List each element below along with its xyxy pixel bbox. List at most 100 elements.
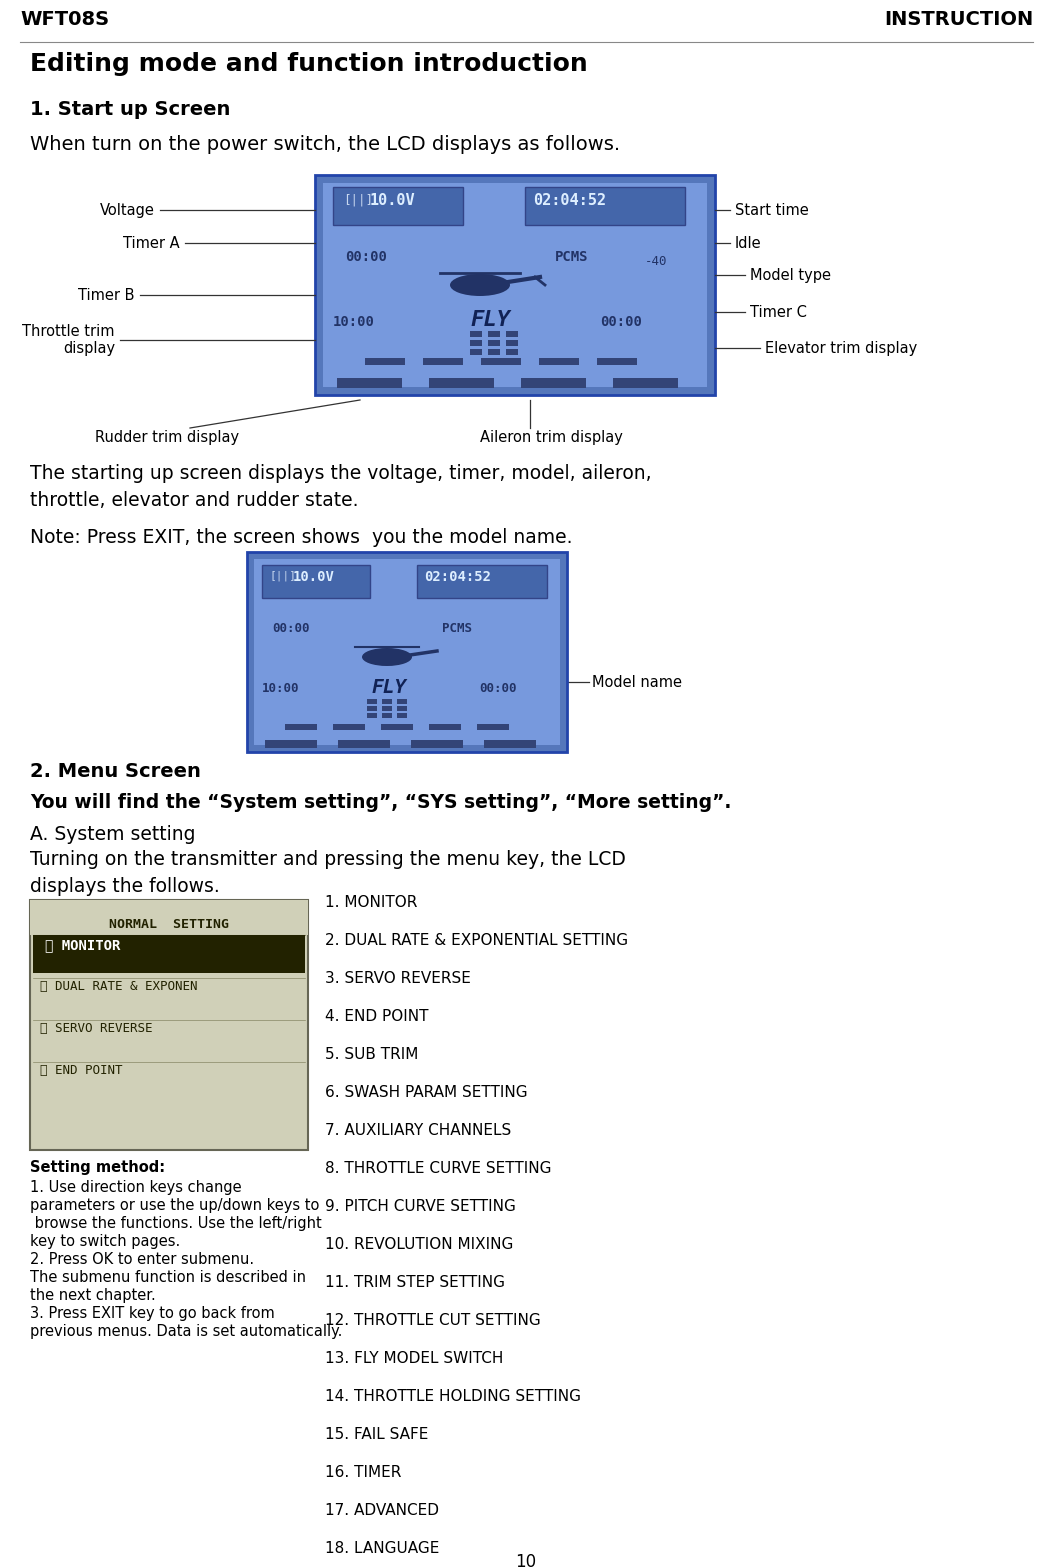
Text: Idle: Idle <box>735 235 761 251</box>
Text: 16. TIMER: 16. TIMER <box>325 1465 401 1480</box>
Bar <box>337 378 402 387</box>
Text: Voltage: Voltage <box>100 202 155 218</box>
Bar <box>367 706 377 710</box>
Text: ② DUAL RATE & EXPONEN: ② DUAL RATE & EXPONEN <box>40 980 198 993</box>
Text: 10:00: 10:00 <box>333 315 375 329</box>
Bar <box>367 699 377 704</box>
Text: 15. FAIL SAFE: 15. FAIL SAFE <box>325 1427 429 1443</box>
Bar <box>488 331 500 337</box>
Bar <box>488 350 500 354</box>
Text: browse the functions. Use the left/right: browse the functions. Use the left/right <box>29 1217 322 1231</box>
Text: 00:00: 00:00 <box>345 249 386 263</box>
Text: PCMS: PCMS <box>555 249 589 263</box>
Bar <box>470 350 482 354</box>
Text: 2. Press OK to enter submenu.: 2. Press OK to enter submenu. <box>29 1251 254 1267</box>
Text: 11. TRIM STEP SETTING: 11. TRIM STEP SETTING <box>325 1275 505 1290</box>
Bar <box>506 331 518 337</box>
Text: PCMS: PCMS <box>442 622 472 635</box>
Text: 6. SWASH PARAM SETTING: 6. SWASH PARAM SETTING <box>325 1085 528 1101</box>
Bar <box>539 358 579 365</box>
Text: When turn on the power switch, the LCD displays as follows.: When turn on the power switch, the LCD d… <box>29 135 620 154</box>
Text: Timer A: Timer A <box>123 235 180 251</box>
Text: Setting method:: Setting method: <box>29 1160 165 1174</box>
Bar <box>488 340 500 347</box>
Bar <box>481 358 521 365</box>
Bar <box>338 740 390 748</box>
Bar <box>29 900 307 1149</box>
Text: FLY: FLY <box>372 677 408 698</box>
Bar <box>382 706 392 710</box>
Bar <box>423 358 463 365</box>
Text: Aileron trim display: Aileron trim display <box>480 430 623 445</box>
Text: 00:00: 00:00 <box>479 682 517 695</box>
Bar <box>262 564 370 597</box>
Text: 3. Press EXIT key to go back from: 3. Press EXIT key to go back from <box>29 1306 275 1320</box>
Bar <box>323 183 707 387</box>
Text: 17. ADVANCED: 17. ADVANCED <box>325 1504 439 1518</box>
Bar <box>411 740 463 748</box>
Text: ③ SERVO REVERSE: ③ SERVO REVERSE <box>40 1022 153 1035</box>
Text: WFT08S: WFT08S <box>20 9 110 28</box>
Bar <box>470 340 482 347</box>
Text: 5. SUB TRIM: 5. SUB TRIM <box>325 1047 418 1062</box>
Bar <box>247 552 567 753</box>
Text: 00:00: 00:00 <box>600 315 642 329</box>
Text: [||]: [||] <box>343 193 373 205</box>
Text: The submenu function is described in: The submenu function is described in <box>29 1270 306 1286</box>
Text: You will find the “System setting”, “SYS setting”, “More setting”.: You will find the “System setting”, “SYS… <box>29 793 732 812</box>
Text: 8. THROTTLE CURVE SETTING: 8. THROTTLE CURVE SETTING <box>325 1160 552 1176</box>
Bar <box>429 724 461 731</box>
Text: 9. PITCH CURVE SETTING: 9. PITCH CURVE SETTING <box>325 1200 516 1214</box>
Text: 18. LANGUAGE: 18. LANGUAGE <box>325 1541 439 1555</box>
Text: 10:00: 10:00 <box>262 682 299 695</box>
Text: ④ END POINT: ④ END POINT <box>40 1065 122 1077</box>
Bar <box>265 740 317 748</box>
Bar <box>613 378 678 387</box>
Text: INSTRUCTION: INSTRUCTION <box>883 9 1033 28</box>
Bar <box>333 187 463 224</box>
Text: Editing mode and function introduction: Editing mode and function introduction <box>29 52 588 75</box>
Text: Model name: Model name <box>592 674 682 690</box>
Text: [||]: [||] <box>269 571 296 580</box>
Text: Throttle trim
display: Throttle trim display <box>22 325 115 356</box>
Text: 4. END POINT: 4. END POINT <box>325 1008 429 1024</box>
Text: 12. THROTTLE CUT SETTING: 12. THROTTLE CUT SETTING <box>325 1312 541 1328</box>
Text: 10.0V: 10.0V <box>370 193 416 209</box>
Text: 10: 10 <box>515 1552 537 1568</box>
Text: 1. Start up Screen: 1. Start up Screen <box>29 100 231 119</box>
Text: Elevator trim display: Elevator trim display <box>764 340 917 356</box>
Text: -40: -40 <box>645 256 668 268</box>
Text: 10.0V: 10.0V <box>293 571 335 583</box>
Text: 02:04:52: 02:04:52 <box>533 193 605 209</box>
Bar <box>254 560 560 745</box>
Text: Note: Press EXIT, the screen shows  you the model name.: Note: Press EXIT, the screen shows you t… <box>29 528 573 547</box>
Text: 00:00: 00:00 <box>272 622 310 635</box>
Bar <box>477 724 509 731</box>
Bar <box>506 350 518 354</box>
Text: Turning on the transmitter and pressing the menu key, the LCD
displays the follo: Turning on the transmitter and pressing … <box>29 850 625 895</box>
Ellipse shape <box>450 274 510 296</box>
Bar <box>367 713 377 718</box>
Bar <box>470 331 482 337</box>
Bar <box>333 724 365 731</box>
Text: 14. THROTTLE HOLDING SETTING: 14. THROTTLE HOLDING SETTING <box>325 1389 581 1403</box>
Text: FLY: FLY <box>470 310 510 329</box>
Text: 1. MONITOR: 1. MONITOR <box>325 895 417 909</box>
Bar <box>365 358 405 365</box>
Text: parameters or use the up/down keys to: parameters or use the up/down keys to <box>29 1198 319 1214</box>
Bar <box>29 900 307 935</box>
Bar <box>285 724 317 731</box>
Text: ① MONITOR: ① MONITOR <box>45 938 120 952</box>
Bar <box>429 378 494 387</box>
Text: 02:04:52: 02:04:52 <box>424 571 491 583</box>
Bar <box>597 358 637 365</box>
Text: NORMAL  SETTING: NORMAL SETTING <box>110 917 229 931</box>
Bar <box>382 713 392 718</box>
Bar <box>33 935 305 974</box>
Bar <box>397 699 408 704</box>
Text: 2. DUAL RATE & EXPONENTIAL SETTING: 2. DUAL RATE & EXPONENTIAL SETTING <box>325 933 629 949</box>
Text: previous menus. Data is set automatically.: previous menus. Data is set automaticall… <box>29 1323 342 1339</box>
Bar <box>315 176 715 395</box>
Text: 3. SERVO REVERSE: 3. SERVO REVERSE <box>325 971 471 986</box>
Bar <box>525 187 686 224</box>
